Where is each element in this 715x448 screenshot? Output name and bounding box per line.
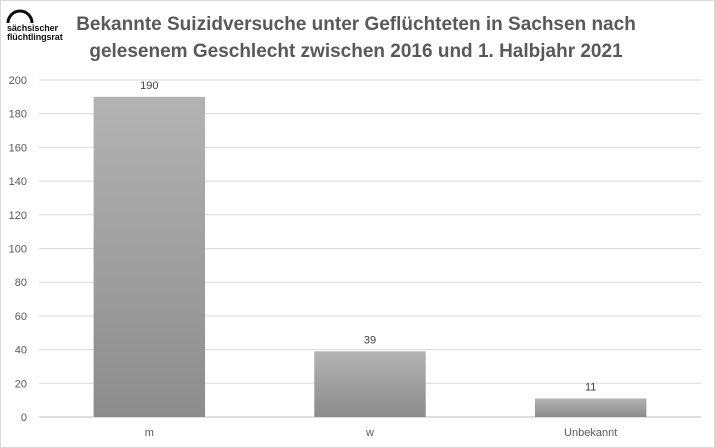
bar [93,96,206,417]
y-tick-label: 40 [15,345,27,357]
bar [534,398,647,417]
data-label: 11 [585,381,596,393]
bar [314,351,426,417]
bars [93,96,647,417]
y-tick-label: 120 [9,210,27,222]
x-tick-label: w [365,427,374,439]
logo-text-line2: flüchtlingsrat [7,32,63,42]
data-label: 190 [140,80,158,92]
x-tick-label: m [145,427,154,439]
x-axis-ticks: m w Unbekannt [145,427,618,439]
y-tick-label: 20 [15,378,27,390]
y-tick-label: 60 [15,311,27,323]
y-tick-label: 180 [9,109,27,121]
logo: sächsischer flüchtlingsrat [5,4,65,44]
y-axis-ticks: 0 20 40 60 80 100 120 140 160 180 200 [9,75,27,424]
chart-title: Bekannte Suizidversuche unter Geflüchtet… [76,14,636,62]
y-tick-label: 200 [9,75,27,87]
y-tick-label: 100 [9,244,27,256]
y-tick-label: 160 [9,142,27,154]
logo-text-line1: sächsischer [7,23,58,33]
x-tick-label: Unbekannt [564,427,617,439]
data-labels: 190 39 11 [140,80,596,394]
logo-arc-icon [6,9,34,24]
y-tick-label: 140 [9,176,27,188]
y-tick-label: 80 [15,277,27,289]
data-label: 39 [364,334,376,346]
y-tick-label: 0 [21,412,27,424]
